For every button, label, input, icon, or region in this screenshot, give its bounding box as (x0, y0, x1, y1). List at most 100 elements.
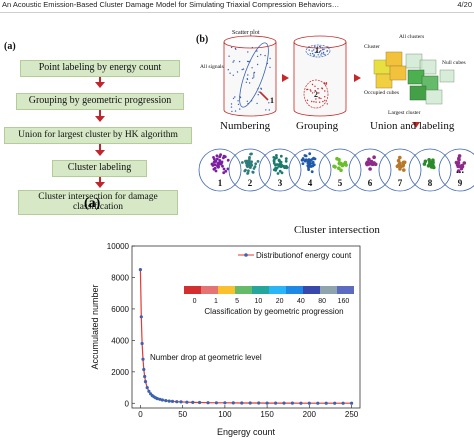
inset-color-swatch (252, 286, 269, 294)
flow-arrow-3-shaft (99, 144, 101, 150)
group-dot (311, 50, 313, 52)
cluster-blob-point (372, 155, 376, 159)
group-dot (322, 49, 324, 51)
group-dot (315, 101, 317, 103)
cluster-blob-point (368, 167, 372, 171)
cluster-blob-point (248, 156, 251, 159)
scatter-dot (247, 74, 249, 76)
cluster-blob-point (220, 160, 224, 164)
y-tick-label: 4000 (111, 336, 129, 345)
group-dot (322, 100, 324, 103)
y-tick-label: 6000 (111, 305, 129, 314)
inset-colorbar (184, 286, 354, 294)
cluster-circle (438, 148, 474, 192)
cluster-blob-point (253, 165, 257, 169)
panel-a-overlay-label: (a) (84, 196, 101, 211)
cluster-number: 5 (338, 178, 343, 188)
data-point (274, 401, 278, 405)
cluster-blob-point (216, 161, 220, 165)
cluster-blob-point (215, 154, 219, 158)
group-dot (320, 54, 322, 56)
scatter-dot (253, 74, 255, 76)
inset-tick-label: 40 (297, 298, 305, 305)
cluster-blob-point (344, 163, 348, 167)
cluster-blob-point (301, 157, 305, 160)
cluster-blob-point (306, 160, 310, 164)
largest-cluster-label: Largest cluster (388, 110, 421, 116)
group-dot (316, 50, 318, 53)
cluster-blob-point (222, 167, 226, 171)
scatter-dot (256, 55, 259, 58)
cluster-number: 6 (368, 178, 373, 188)
scatter-dot (256, 63, 259, 66)
inset-color-swatch (201, 286, 218, 294)
scatter-dot (241, 68, 243, 71)
cluster-blob-point (221, 164, 224, 168)
x-tick-label: 100 (218, 410, 232, 419)
group-dot (310, 90, 312, 92)
cluster-blob-point (276, 172, 280, 175)
data-point (185, 400, 189, 404)
flow-arrow-1 (95, 82, 105, 88)
group-dot (324, 53, 326, 56)
cluster-circles: 1 2 3 4 5 6 7 8 9... (198, 148, 474, 192)
group-dot (311, 52, 314, 55)
cluster-blob-point (250, 152, 253, 156)
data-point (147, 389, 151, 393)
scatter-dot (231, 110, 233, 113)
scatter-dot (269, 57, 271, 60)
x-tick-label: 50 (178, 410, 187, 419)
legend-marker (244, 253, 248, 257)
scatter-dot (232, 74, 234, 76)
flow-step-5-text: Cluster intersection for damage classifi… (38, 191, 158, 212)
cluster-blob-point (307, 166, 310, 170)
group-dot (313, 55, 315, 57)
cluster-circle (348, 148, 392, 192)
flow-step-2: Grouping by geometric progression (16, 93, 184, 110)
cluster-blob-point (211, 164, 215, 167)
data-point (307, 401, 311, 405)
cluster-blob-point (304, 154, 308, 158)
x-axis-label: Engergy count (217, 427, 276, 437)
scatter-dot (248, 60, 250, 63)
scatter-dot (230, 103, 233, 105)
cluster-blob-point (462, 161, 467, 165)
data-point (143, 374, 147, 379)
cluster-number: 9 (458, 178, 463, 188)
series-points-group (138, 268, 354, 405)
scatter-dot (233, 60, 235, 62)
group-two-label: 2 (314, 90, 318, 99)
inset-tick-label: 0 (193, 298, 197, 305)
inset-color-swatch (337, 286, 354, 294)
cluster-blob-point (254, 162, 258, 166)
cluster-blob-point (308, 159, 312, 163)
cluster-circle (378, 148, 422, 192)
cluster-blob-point (246, 163, 250, 166)
scatter-dot (252, 77, 254, 79)
flow-arrow-2 (95, 116, 105, 122)
cluster-ellipsis: ... (456, 165, 465, 176)
data-point (198, 400, 202, 405)
data-point (158, 397, 162, 401)
scatter-dot (268, 102, 270, 104)
cluster-blob-point (398, 155, 402, 160)
cluster-blob-point (308, 152, 312, 156)
data-point (191, 400, 195, 404)
cluster-blob-point (215, 157, 219, 161)
group-dot (311, 92, 314, 94)
group-dot (322, 53, 324, 55)
data-point (214, 401, 218, 405)
cluster-blob-point (247, 169, 250, 173)
group-dot (315, 98, 317, 100)
y-axis-ticks: 0 2000 4000 6000 8000 10000 (107, 242, 135, 408)
cluster-blob-point (428, 162, 432, 166)
data-point (160, 398, 164, 402)
legend-entry: Distributionof energy count (256, 251, 352, 260)
inset-tick-label: 160 (338, 298, 350, 305)
group-dot (317, 88, 319, 90)
arrow-1-icon (282, 74, 289, 82)
cluster-blob-point (284, 159, 288, 163)
data-point (155, 397, 159, 401)
cluster-number: 3 (278, 178, 283, 188)
cluster-blob-point (284, 157, 288, 160)
